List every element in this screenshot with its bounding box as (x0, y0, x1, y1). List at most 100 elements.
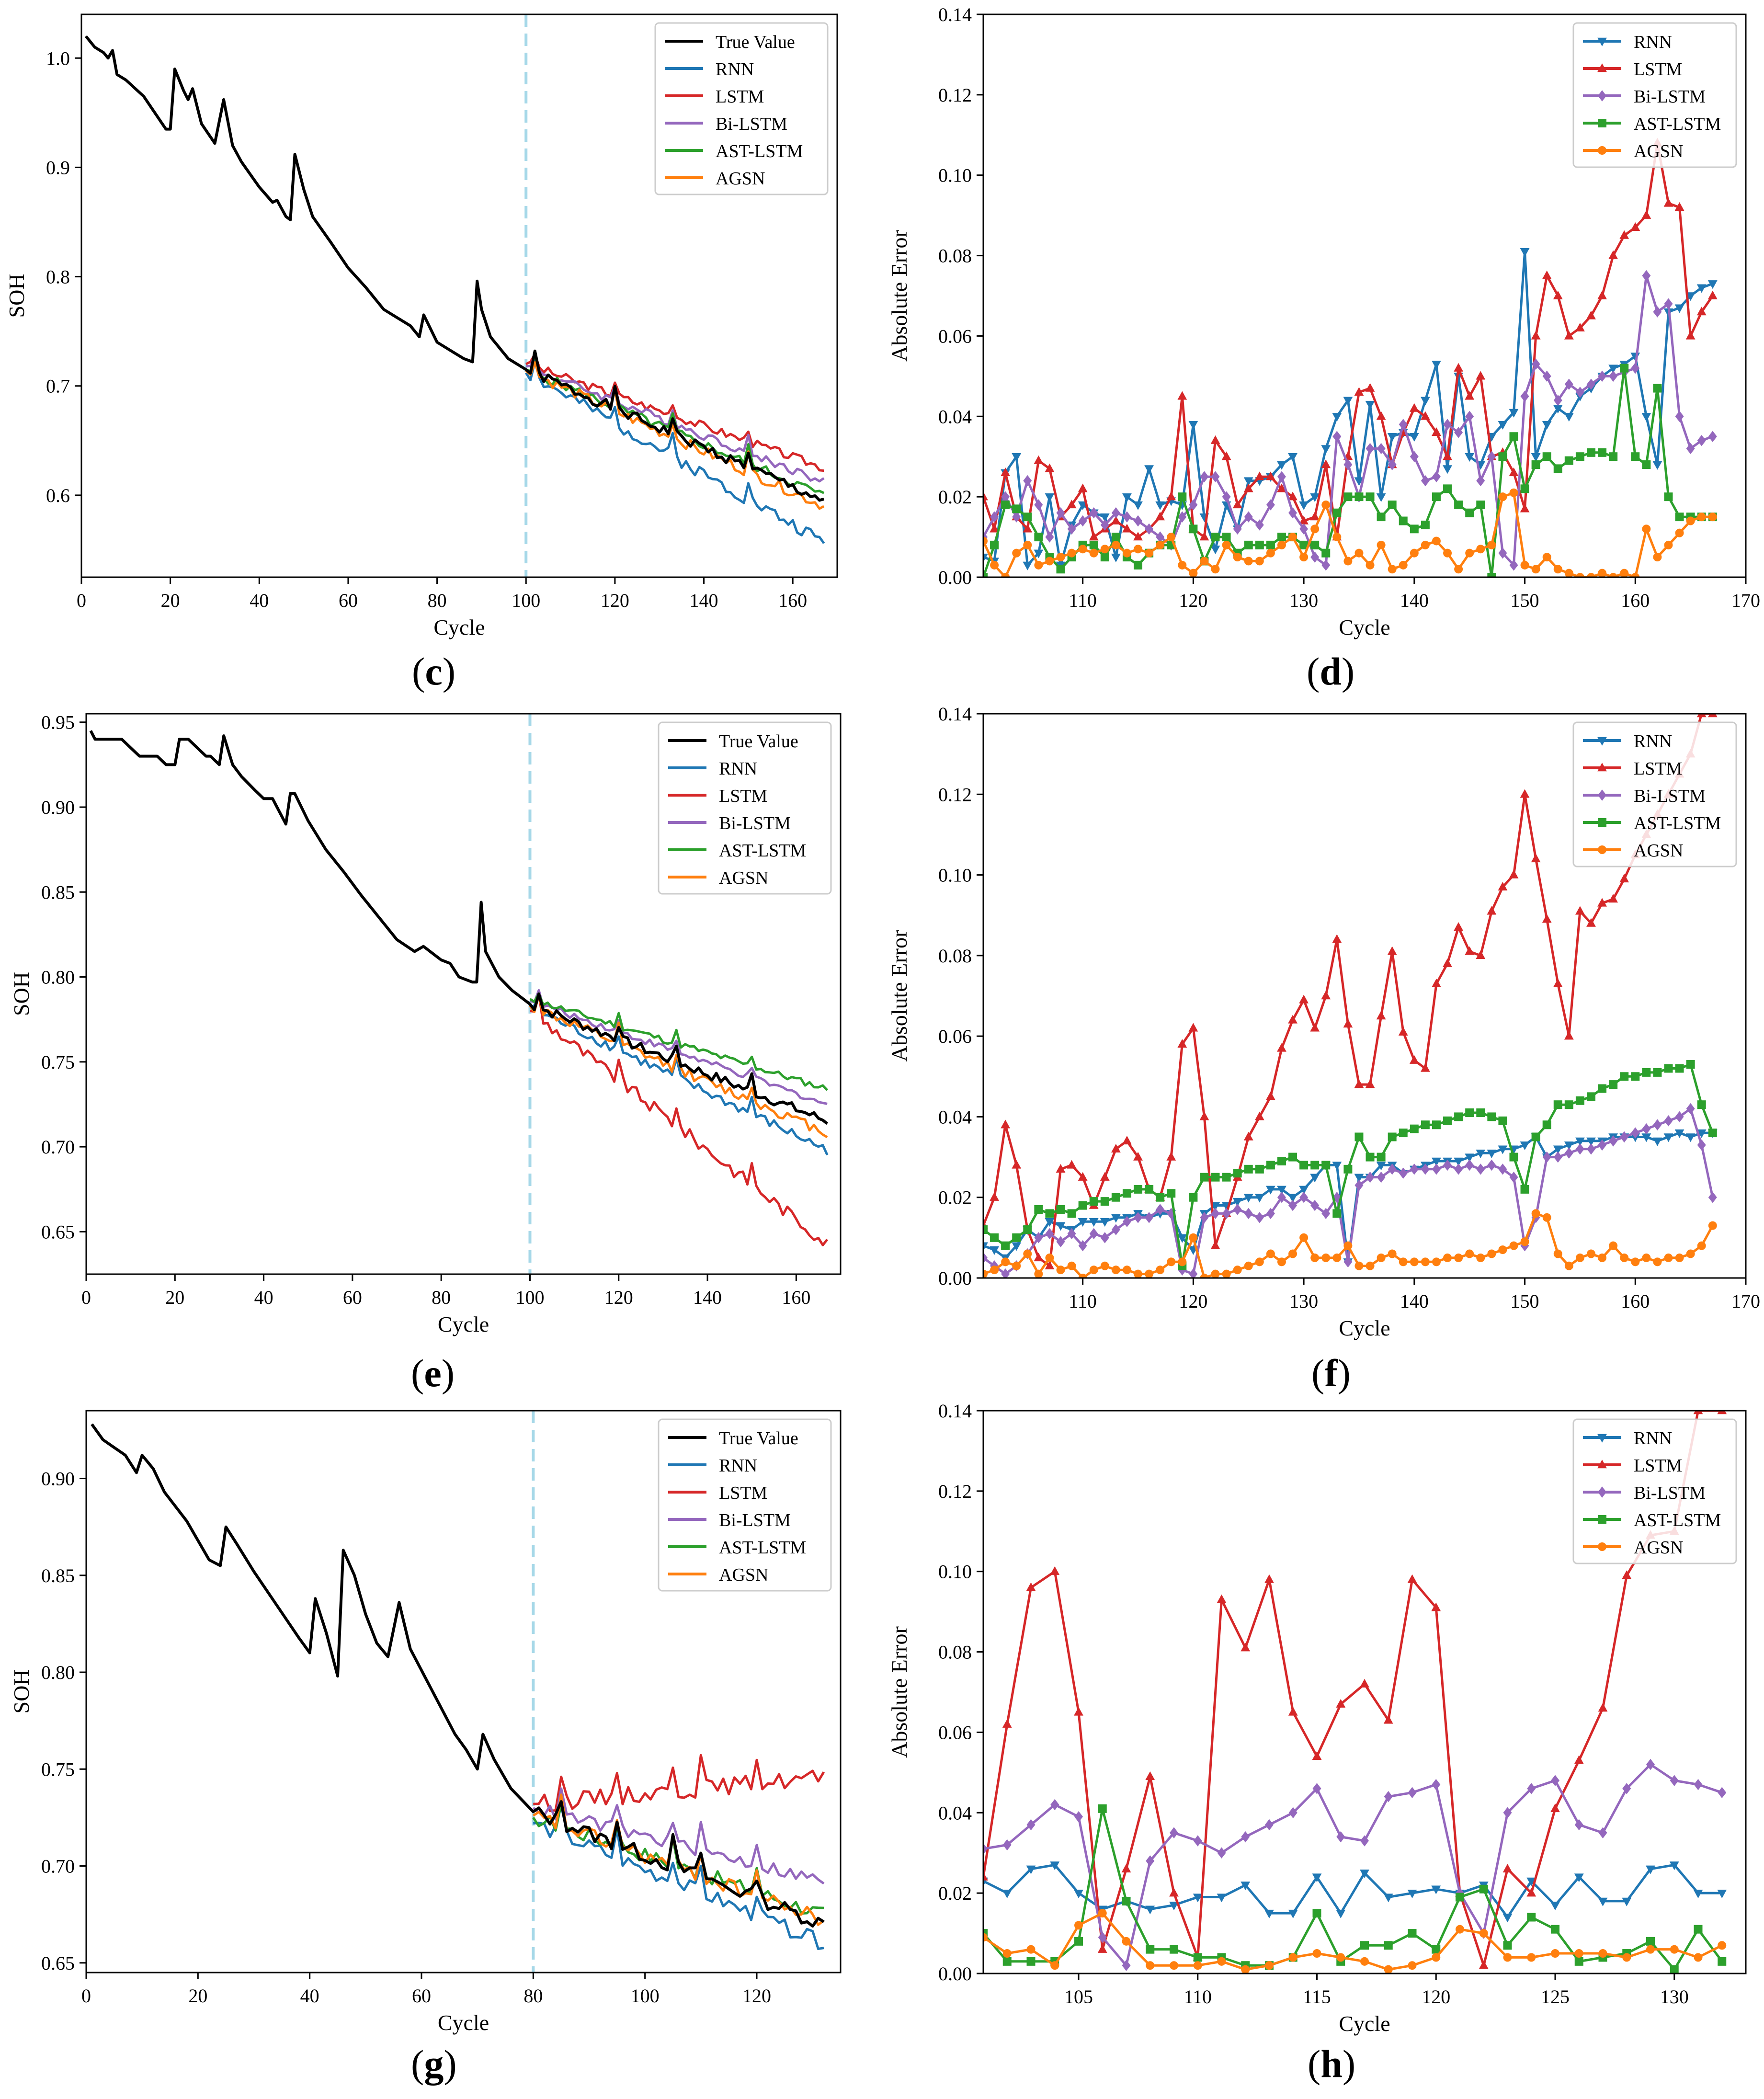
legend-label: RNN (1634, 1428, 1672, 1449)
plot-area (983, 1411, 1727, 1974)
data-point (1421, 1120, 1430, 1129)
data-point (1669, 1861, 1679, 1871)
legend-label: LSTM (1634, 759, 1682, 779)
y-axis-label: Absolute Error (887, 1626, 911, 1758)
data-point (990, 1233, 999, 1242)
legend-item: Bi-LSTM (1583, 87, 1706, 107)
y-tick-label: 0.85 (41, 1565, 75, 1586)
series-line (983, 142, 1714, 538)
data-point (1078, 1240, 1087, 1252)
data-point (1222, 1173, 1231, 1182)
data-point (1034, 533, 1043, 542)
data-point (1321, 500, 1331, 509)
data-point (1211, 471, 1220, 482)
x-tick-label: 120 (1179, 1290, 1207, 1312)
y-tick-label: 0.10 (938, 165, 972, 186)
data-point (1520, 248, 1530, 257)
data-point (1707, 290, 1718, 299)
data-point (1034, 1253, 1044, 1262)
data-point (1487, 1249, 1496, 1258)
legend-item: Bi-LSTM (665, 114, 787, 134)
data-point (1277, 1186, 1286, 1195)
data-point (1167, 533, 1176, 542)
data-point (1244, 1208, 1253, 1220)
data-point (1622, 1570, 1632, 1579)
data-point (1074, 1921, 1083, 1930)
data-point (1100, 1232, 1109, 1243)
data-point (983, 1242, 988, 1251)
y-tick-label: 0.14 (938, 703, 972, 725)
data-point (1288, 1953, 1297, 1962)
data-point (1343, 1256, 1353, 1268)
series-bi-lstm (529, 989, 828, 1105)
plot-area (983, 137, 1718, 577)
data-point (1564, 1261, 1573, 1270)
data-point (1310, 493, 1320, 502)
data-point (1217, 1957, 1226, 1966)
data-point (1598, 1703, 1608, 1712)
data-point (1211, 533, 1220, 542)
data-point (1574, 1819, 1583, 1831)
data-point (1575, 906, 1585, 915)
data-point (1134, 515, 1143, 527)
data-point (1210, 435, 1220, 444)
data-point (1410, 1257, 1419, 1266)
data-point (1023, 1225, 1032, 1234)
data-point (1265, 1819, 1274, 1831)
legend-marker (1597, 1460, 1607, 1469)
data-point (1002, 1949, 1012, 1958)
x-tick-label: 160 (778, 590, 807, 611)
data-point (1408, 1787, 1417, 1799)
legend-box (1572, 1418, 1737, 1564)
data-point (1465, 1108, 1474, 1118)
data-point (1646, 1945, 1655, 1954)
y-axis-label: SOH (4, 274, 29, 318)
data-point (1551, 1775, 1559, 1786)
data-point (1708, 1129, 1717, 1138)
data-point (1193, 1835, 1202, 1847)
data-point (1697, 1139, 1706, 1151)
data-point (1167, 1257, 1176, 1266)
data-point (1509, 1152, 1518, 1162)
data-point (1050, 1961, 1059, 1970)
data-point (1487, 451, 1496, 462)
y-tick-label: 0.00 (938, 567, 972, 588)
data-point (1503, 1941, 1512, 1950)
data-point (1111, 540, 1120, 549)
legend-item: AGSN (1583, 141, 1683, 161)
legend-label: LSTM (1634, 59, 1682, 80)
data-point (1244, 557, 1253, 566)
data-point (1354, 387, 1364, 396)
data-point (1388, 459, 1397, 470)
data-point (1542, 553, 1551, 562)
data-point (1631, 362, 1640, 374)
data-point (1675, 411, 1684, 422)
data-point (1098, 1931, 1107, 1943)
data-point (1365, 400, 1375, 410)
data-point (1299, 540, 1309, 549)
data-point (1454, 1112, 1463, 1121)
series-agsn (525, 361, 825, 510)
data-point (1696, 714, 1707, 718)
legend-item: Bi-LSTM (1583, 1483, 1706, 1503)
data-point (1145, 548, 1154, 558)
data-point (1663, 1133, 1673, 1142)
data-point (1586, 378, 1595, 390)
data-point (1310, 540, 1320, 549)
legend: RNN LSTM Bi-LSTM AST-LSTM AGSN (1572, 721, 1737, 867)
data-point (1542, 421, 1552, 430)
data-point (1498, 421, 1508, 430)
data-point (1694, 1925, 1703, 1934)
y-tick-label: 0.08 (938, 1642, 972, 1663)
data-point (1122, 1896, 1131, 1905)
data-point (1146, 1945, 1155, 1954)
legend: RNN LSTM Bi-LSTM AST-LSTM AGSN (1572, 22, 1737, 168)
legend-marker (1597, 1434, 1607, 1443)
data-point (1178, 1257, 1187, 1266)
series-bi-lstm (983, 1758, 1727, 1971)
data-point (983, 573, 988, 577)
data-point (1586, 1092, 1595, 1101)
data-point (1240, 1643, 1251, 1652)
x-tick-label: 140 (1400, 590, 1429, 611)
data-point (1034, 1269, 1043, 1278)
